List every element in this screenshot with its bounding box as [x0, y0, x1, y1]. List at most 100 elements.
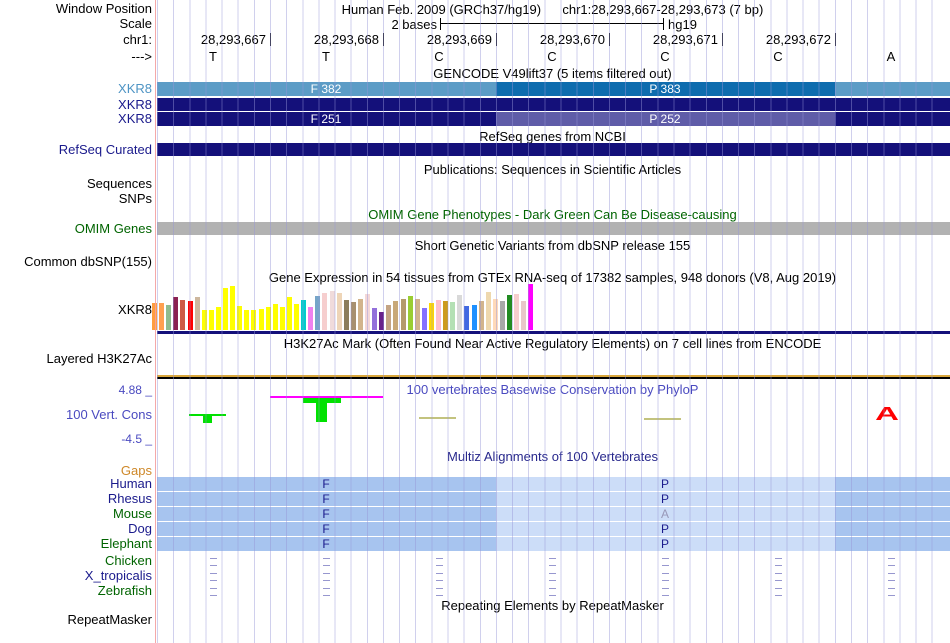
gtex-bar[interactable] [337, 293, 342, 330]
track-label-common-dbsnp[interactable]: Common dbSNP(155) [24, 254, 152, 269]
gtex-bar[interactable] [514, 294, 519, 330]
multiz-band-dark[interactable] [157, 522, 496, 536]
gtex-bar[interactable] [308, 307, 313, 330]
multiz-band-dark[interactable] [835, 537, 950, 551]
track-label-gtex-xkr8[interactable]: XKR8 [118, 302, 152, 317]
gencode-gene-row3[interactable] [157, 112, 950, 126]
gtex-bar[interactable] [365, 294, 370, 330]
gtex-bar[interactable] [273, 304, 278, 330]
gtex-bar[interactable] [180, 300, 185, 330]
multiz-band-dark[interactable] [157, 492, 496, 506]
multiz-band-light[interactable] [496, 492, 835, 506]
track-label-gaps[interactable]: Gaps [120, 463, 152, 478]
multiz-band-dark[interactable] [835, 507, 950, 521]
gencode-gene-row1[interactable]: F 382 P 383 [157, 82, 950, 178]
multiz-species-label[interactable]: Human [110, 476, 152, 491]
gtex-bar[interactable] [351, 302, 356, 330]
gtex-bar[interactable] [372, 308, 377, 330]
gtex-bar[interactable] [230, 286, 235, 330]
gtex-bar[interactable] [422, 308, 427, 330]
gtex-bar[interactable] [493, 299, 498, 330]
multiz-species-label[interactable]: Dog [128, 521, 152, 536]
multiz-band-dark[interactable] [157, 537, 496, 551]
gtex-bar[interactable] [443, 301, 448, 330]
gtex-bar[interactable] [188, 301, 193, 330]
gtex-bar[interactable] [528, 284, 533, 330]
gtex-bar[interactable] [301, 300, 306, 330]
multiz-align-gap-mark [210, 588, 217, 596]
multiz-species-label[interactable]: Mouse [112, 506, 152, 521]
gtex-bar[interactable] [294, 304, 299, 330]
multiz-band-dark[interactable] [835, 477, 950, 491]
gtex-bar[interactable] [464, 306, 469, 330]
track-label-refseq-curated[interactable]: RefSeq Curated [58, 142, 152, 157]
multiz-band-light[interactable] [496, 477, 835, 491]
gtex-bar[interactable] [436, 300, 441, 330]
multiz-band-light[interactable] [496, 522, 835, 536]
gtex-bar[interactable] [216, 307, 221, 330]
gtex-bar[interactable] [479, 301, 484, 330]
multiz-align-letter: P [660, 522, 669, 536]
gtex-bar[interactable] [237, 306, 242, 330]
track-label-xkr8-2[interactable]: XKR8 [118, 97, 152, 112]
multiz-band-light[interactable] [496, 537, 835, 551]
gencode-gene-row1-cds[interactable] [496, 82, 835, 96]
refseq-curated-bar[interactable] [157, 143, 950, 156]
gtex-bar[interactable] [159, 303, 164, 330]
track-label-sequences[interactable]: Sequences [86, 176, 152, 191]
gtex-bar[interactable] [521, 301, 526, 330]
multiz-species-label[interactable]: Chicken [105, 553, 152, 568]
gtex-bar[interactable] [202, 310, 207, 330]
gtex-bar[interactable] [500, 301, 505, 330]
gtex-bar[interactable] [472, 305, 477, 330]
gtex-bar[interactable] [393, 301, 398, 330]
track-label-layered-h3k27ac[interactable]: Layered H3K27Ac [46, 351, 152, 366]
gtex-bar[interactable] [223, 288, 228, 330]
multiz-band-dark[interactable] [157, 507, 496, 521]
track-label-repeatmasker[interactable]: RepeatMasker [67, 612, 152, 627]
multiz-species-label[interactable]: Zebrafish [97, 583, 152, 598]
multiz-band-dark[interactable] [157, 477, 496, 491]
gtex-bar[interactable] [266, 307, 271, 330]
gtex-bar[interactable] [259, 309, 264, 330]
gtex-bar[interactable] [450, 302, 455, 330]
gtex-bar[interactable] [429, 303, 434, 330]
multiz-align-gap-mark [210, 573, 217, 581]
gtex-bar[interactable] [408, 296, 413, 330]
gtex-bar[interactable] [244, 310, 249, 330]
gtex-bar[interactable] [152, 303, 157, 330]
gtex-bar[interactable] [386, 305, 391, 330]
gtex-bar[interactable] [486, 292, 491, 330]
multiz-band-dark[interactable] [835, 492, 950, 506]
gtex-bar[interactable] [280, 307, 285, 330]
gtex-bar[interactable] [379, 312, 384, 330]
multiz-band-dark[interactable] [835, 522, 950, 536]
gtex-bar[interactable] [287, 297, 292, 330]
gtex-bar[interactable] [330, 291, 335, 330]
track-label-xkr8-1[interactable]: XKR8 [118, 81, 152, 96]
gencode-gene-row2[interactable] [157, 98, 950, 111]
gtex-bar[interactable] [401, 299, 406, 330]
gtex-bar[interactable] [415, 299, 420, 330]
multiz-species-label[interactable]: Elephant [100, 536, 152, 551]
gtex-bar[interactable] [251, 310, 256, 330]
multiz-species-label[interactable]: Rhesus [107, 491, 152, 506]
gencode-gene-row3-cds[interactable] [496, 112, 835, 126]
gtex-bar[interactable] [173, 297, 178, 330]
track-label-xkr8-3[interactable]: XKR8 [118, 111, 152, 126]
gtex-bar[interactable] [322, 293, 327, 330]
gtex-bar[interactable] [195, 297, 200, 330]
gtex-bar[interactable] [315, 296, 320, 330]
gtex-bar[interactable] [166, 305, 171, 330]
gtex-bar[interactable] [507, 295, 512, 330]
track-label-omim-genes[interactable]: OMIM Genes [74, 221, 152, 236]
gtex-bar[interactable] [344, 300, 349, 330]
track-label-100-vert-cons[interactable]: 100 Vert. Cons [66, 407, 152, 422]
gtex-bar[interactable] [457, 295, 462, 330]
gtex-bar[interactable] [358, 299, 363, 330]
multiz-band-light[interactable] [496, 507, 835, 521]
gtex-bar[interactable] [209, 310, 214, 330]
track-label-snps[interactable]: SNPs [118, 191, 152, 206]
multiz-species-label[interactable]: X_tropicalis [84, 568, 152, 583]
omim-genes-bar[interactable] [157, 222, 950, 235]
